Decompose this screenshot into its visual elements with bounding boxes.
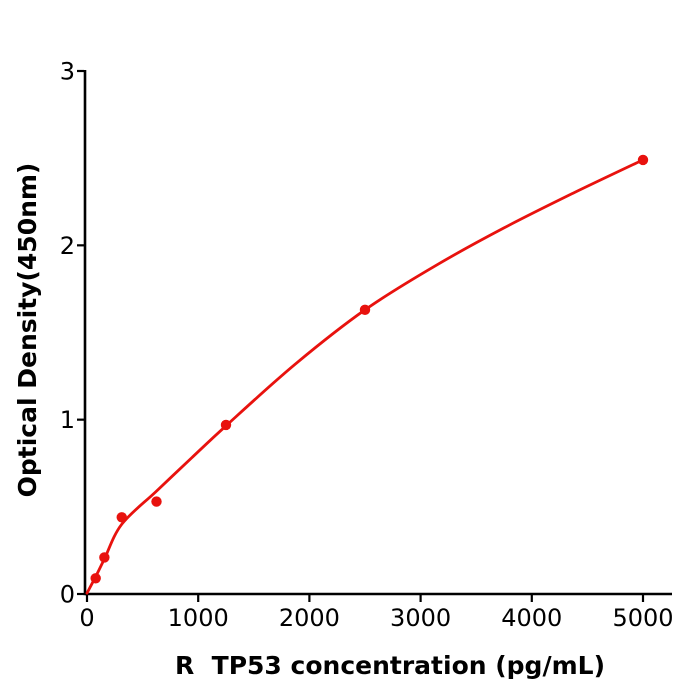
y-axis-title: Optical Density(450nm) [13, 163, 42, 498]
x-tick-label: 1000 [168, 604, 229, 632]
data-point [220, 419, 232, 431]
axes: 0 1000 2000 3000 4000 5000 0 1 2 3 [60, 58, 674, 633]
x-tick-label: 5000 [612, 604, 673, 632]
data-point [99, 552, 110, 563]
data-point [151, 496, 162, 507]
y-tick-label: 3 [60, 58, 75, 86]
fitted-curve [85, 158, 645, 595]
plot-series [85, 154, 649, 595]
y-tick-label: 0 [60, 581, 75, 609]
x-tick-label: 0 [79, 604, 94, 632]
x-tick-label: 4000 [501, 604, 562, 632]
x-tick-label: 2000 [279, 604, 340, 632]
y-tick-label: 2 [60, 232, 75, 260]
data-point [359, 304, 371, 316]
x-tick-label: 3000 [390, 604, 451, 632]
y-tick-label: 1 [60, 406, 75, 434]
x-axis-title: R TP53 concentration (pg/mL) [175, 651, 605, 680]
data-point [90, 573, 101, 584]
data-point [116, 512, 127, 523]
data-point [637, 154, 649, 166]
